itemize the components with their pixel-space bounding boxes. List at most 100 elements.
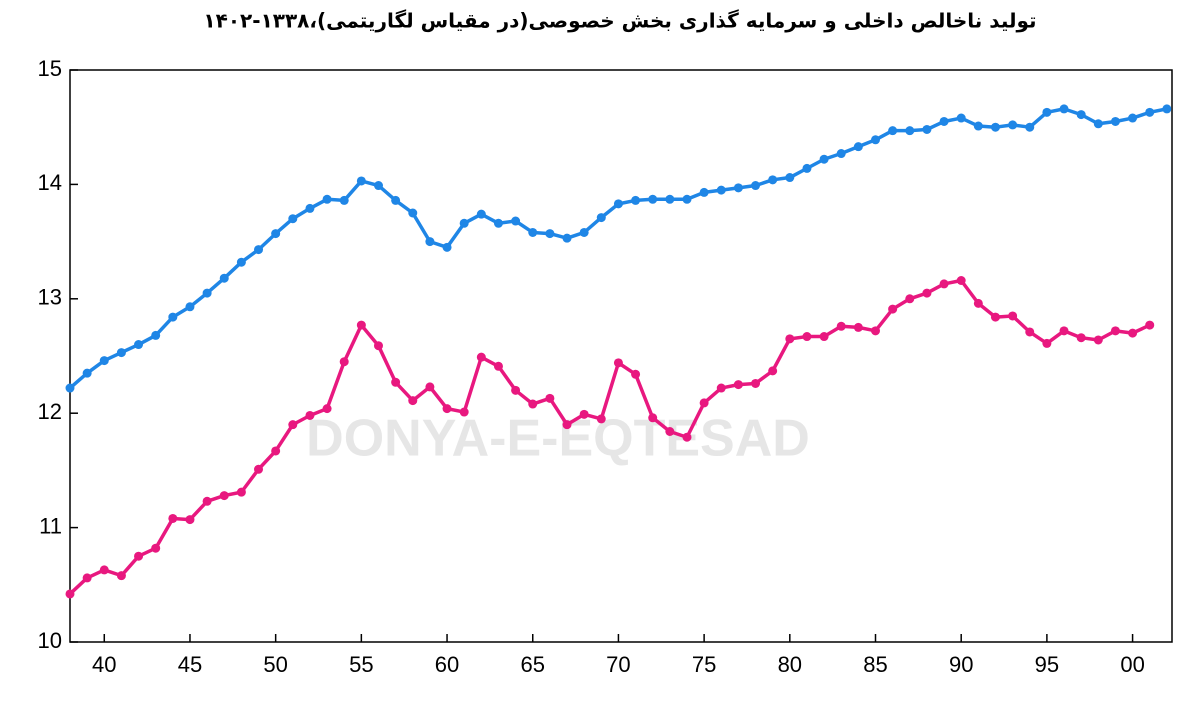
point [339,195,349,205]
point [990,122,1000,132]
point [134,551,144,561]
point [682,432,692,442]
point [322,404,332,414]
point [493,218,503,228]
point [459,407,469,417]
point [836,149,846,159]
point [545,393,555,403]
x-tick-label: 75 [692,652,716,677]
point [990,312,1000,322]
x-tick-label: 90 [949,652,973,677]
point [511,216,521,226]
point [82,573,92,583]
point [1162,104,1172,114]
point [1110,326,1120,336]
point [665,194,675,204]
point [459,218,469,228]
point [956,113,966,123]
chart-title: تولید ناخالص داخلی و سرمایه گذاری بخش خص… [203,9,1036,33]
point [751,378,761,388]
point [596,213,606,223]
point [391,377,401,387]
point [202,496,212,506]
point [271,229,281,239]
point [648,413,658,423]
point [202,288,212,298]
point [356,320,366,330]
point [151,330,161,340]
y-tick-label: 12 [38,399,62,424]
point [1042,107,1052,117]
point [116,571,126,581]
point [1128,328,1138,338]
x-tick-label: 70 [606,652,630,677]
point [871,326,881,336]
series-line [68,107,1168,390]
x-tick-label: 45 [178,652,202,677]
point [562,233,572,243]
point [768,175,778,185]
x-tick-label: 55 [349,652,373,677]
point [271,446,281,456]
point [716,383,726,393]
point [219,491,229,501]
point [356,176,366,186]
point [579,409,589,419]
y-tick-label: 10 [38,628,62,653]
point [836,321,846,331]
point [1008,120,1018,130]
point [134,340,144,350]
point [939,116,949,126]
point [545,229,555,239]
point [1025,122,1035,132]
point [665,427,675,437]
point [699,187,709,197]
point [528,227,538,237]
point [973,121,983,131]
point [408,396,418,406]
point [425,237,435,247]
point [802,332,812,342]
point [1093,119,1103,129]
point [1008,311,1018,321]
point [1042,338,1052,348]
point [236,487,246,497]
point [613,358,623,368]
x-tick-label: 95 [1035,652,1059,677]
x-tick-label: 85 [863,652,887,677]
point [785,334,795,344]
point [1076,110,1086,120]
point [99,356,109,366]
point [631,195,641,205]
y-tick-label: 11 [39,513,62,538]
point [476,352,486,362]
point [65,589,75,599]
point [888,126,898,136]
point [871,135,881,145]
point [1093,335,1103,345]
point [1128,113,1138,123]
point [254,464,264,474]
point [1110,116,1120,126]
point [785,173,795,183]
point [116,348,126,358]
point [768,366,778,376]
point [1025,327,1035,337]
point [373,341,383,351]
point [631,369,641,379]
point [288,214,298,224]
watermark: DONYA-E-EQTESAD [306,410,810,468]
point [339,357,349,367]
point [579,227,589,237]
x-tick-label: 65 [520,652,544,677]
y-tick-label: 13 [38,285,62,310]
point [751,181,761,191]
point [853,142,863,152]
point [408,208,418,218]
point [1076,333,1086,343]
point [905,126,915,136]
y-tick-label: 15 [38,56,62,81]
point [476,209,486,219]
point [888,304,898,314]
point [1059,104,1069,114]
